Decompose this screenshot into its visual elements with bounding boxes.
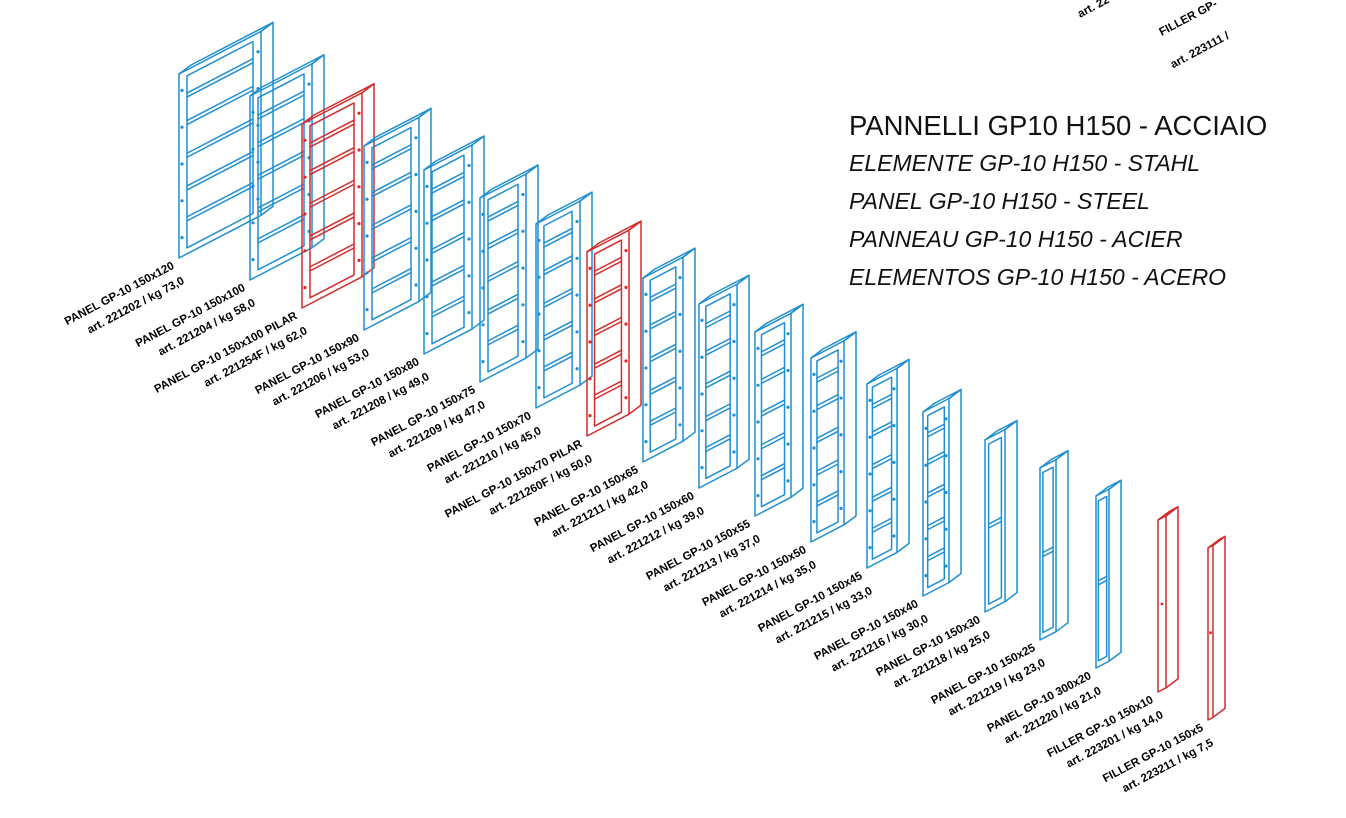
panel-drawing-13 xyxy=(866,358,910,569)
title-main: PANNELLI GP10 H150 - ACCIAIO xyxy=(849,110,1268,141)
panel-drawing-16 xyxy=(1039,449,1069,641)
panel-drawing-4 xyxy=(363,107,432,331)
title-spanish: ELEMENTOS GP-10 H150 - ACERO xyxy=(849,264,1227,290)
panel-drawing-3 xyxy=(301,83,375,309)
partial-top-label: FILLER GP- xyxy=(1157,0,1219,39)
panel-drawing-15 xyxy=(984,419,1018,613)
panel-drawing-12 xyxy=(810,331,857,543)
panel-drawing-1 xyxy=(178,21,274,259)
panel-drawing-8 xyxy=(586,220,642,437)
panel-drawing-17 xyxy=(1095,479,1122,669)
partial-top-label: art. 22 xyxy=(1076,0,1112,21)
panels-layer xyxy=(178,21,1226,721)
panel-drawing-6 xyxy=(479,164,539,383)
panel-drawing-19 xyxy=(1207,535,1226,721)
panel-drawing-9 xyxy=(642,247,696,463)
panel-drawing-18 xyxy=(1157,506,1179,693)
panel-drawing-14 xyxy=(922,388,962,597)
partial-top-label: art. 223111 / xyxy=(1169,30,1232,71)
panel-drawing-11 xyxy=(754,303,804,517)
title-block: PANNELLI GP10 H150 - ACCIAIO ELEMENTE GP… xyxy=(849,108,1267,296)
title-german: ELEMENTE GP-10 H150 - STAHL xyxy=(849,150,1201,176)
panel-drawing-2 xyxy=(249,54,325,281)
panel-drawing-7 xyxy=(535,191,593,409)
partial-top-labels: FILLER GP-art. 223111 / art. 22 xyxy=(1076,0,1232,71)
panel-drawing-5 xyxy=(423,135,485,355)
title-english: PANEL GP-10 H150 - STEEL xyxy=(849,188,1150,214)
panel-drawing-10 xyxy=(698,274,750,489)
title-french: PANNEAU GP-10 H150 - ACIER xyxy=(849,226,1183,252)
